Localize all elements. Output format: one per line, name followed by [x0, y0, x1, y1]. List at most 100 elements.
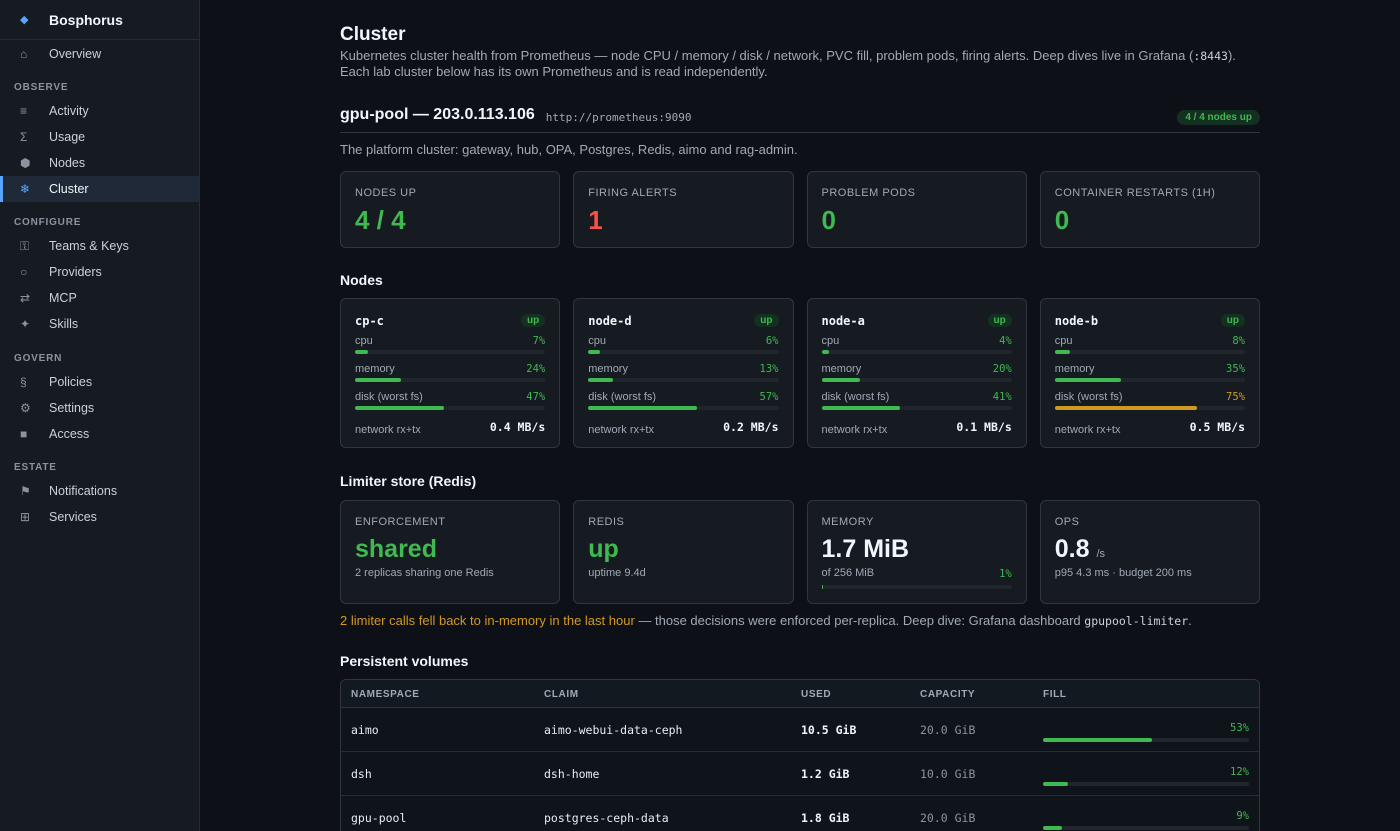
sidebar-item-services[interactable]: ⊞ Services — [0, 504, 199, 530]
limiter-card-redis: REDIS up uptime 9.4d — [573, 500, 794, 604]
metric-label: disk (worst fs) — [588, 391, 657, 403]
sidebar-item-cluster[interactable]: ❄ Cluster — [0, 176, 199, 202]
metric-value: 8% — [1232, 335, 1245, 347]
prometheus-url[interactable]: http://prometheus:9090 — [545, 111, 692, 124]
table-row[interactable]: aimo aimo-webui-data-ceph 10.5 GiB 20.0 … — [341, 708, 1259, 752]
sidebar-item-label: Settings — [49, 401, 95, 415]
node-name: cp-c — [355, 314, 384, 328]
metric-bar-fill — [588, 378, 613, 382]
metric-bar-fill — [1054, 378, 1122, 382]
fill-bar-fill — [1043, 782, 1068, 786]
sidebar-item-notifications[interactable]: ⚑ Notifications — [0, 478, 199, 504]
metric-bar-fill — [355, 406, 445, 410]
section-icon: § — [20, 375, 27, 389]
sidebar-item-label: Overview — [49, 47, 102, 61]
col-namespace[interactable]: NAMESPACE — [351, 689, 420, 700]
ops-value: 0.8 — [1054, 535, 1090, 563]
cell-namespace: gpu-pool — [351, 811, 407, 825]
stat-value: shared — [355, 535, 437, 563]
metric-disk: disk (worst fs) 47% — [355, 391, 546, 411]
nodes-row: cp-c up cpu 7% memory 24% disk (worst fs… — [340, 298, 1260, 448]
stat-card-container-restarts: CONTAINER RESTARTS (1H) 0 — [1039, 171, 1260, 248]
sidebar-item-label: Teams & Keys — [49, 239, 129, 253]
metric-value: 75% — [1226, 391, 1245, 403]
sidebar-item-label: Skills — [49, 317, 79, 331]
brand[interactable]: ◆ Bosphorus — [0, 0, 199, 40]
table-header: NAMESPACE CLAIM USED CAPACITY FILL — [341, 680, 1259, 708]
fallback-end: . — [1188, 613, 1192, 628]
col-claim[interactable]: CLAIM — [544, 689, 579, 700]
stat-value: 1 — [588, 205, 603, 235]
page-title: Cluster — [340, 24, 406, 45]
node-card[interactable]: node-a up cpu 4% memory 20% disk (worst … — [806, 298, 1027, 448]
limiter-card-memory: MEMORY 1.7 MiB of 256 MiB 1% — [806, 500, 1027, 604]
cell-used: 1.2 GiB — [801, 767, 850, 781]
key-icon: ⚿ — [20, 238, 30, 253]
node-status-badge: up — [754, 314, 779, 327]
sidebar-item-label: Notifications — [49, 484, 118, 498]
metric-value: 4% — [999, 335, 1012, 347]
metric-label: network rx+tx — [821, 424, 888, 436]
sidebar-item-access[interactable]: ■ Access — [0, 421, 199, 447]
limiter-card-ops: OPS 0.8 /s p95 4.3 ms · budget 200 ms — [1039, 500, 1260, 604]
node-card[interactable]: node-b up cpu 8% memory 35% disk (worst … — [1039, 298, 1260, 448]
metric-value: 13% — [759, 363, 779, 375]
stat-value: 4 / 4 — [355, 205, 406, 235]
sidebar-item-teams-keys[interactable]: ⚿ Teams & Keys — [0, 233, 199, 259]
stat-label: PROBLEM PODS — [821, 187, 916, 199]
col-fill[interactable]: FILL — [1043, 689, 1067, 700]
sidebar-item-activity[interactable]: ≡ Activity — [0, 98, 199, 124]
snowflake-icon: ❄ — [20, 182, 31, 196]
table-row[interactable]: gpu-pool postgres-ceph-data 1.8 GiB 20.0… — [341, 796, 1259, 831]
hexagon-icon: ⬢ — [20, 156, 31, 170]
metric-bar-fill — [1054, 350, 1070, 354]
sidebar-item-providers[interactable]: ○ Providers — [0, 259, 199, 285]
sigma-icon: Σ — [20, 130, 28, 144]
metric-bar — [1054, 350, 1245, 354]
sidebar-item-policies[interactable]: § Policies — [0, 369, 199, 395]
metric-disk: disk (worst fs) 41% — [821, 391, 1012, 411]
fallback-text: — those decisions were enforced per-repl… — [634, 613, 1085, 628]
metric-cpu: cpu 6% — [588, 335, 779, 355]
cell-fill-pct: 53% — [1230, 722, 1249, 734]
metric-value: 0.2 MB/s — [723, 420, 779, 434]
metric-bar-fill — [355, 350, 369, 354]
metric-bar-fill — [821, 406, 900, 410]
metric-value: 20% — [992, 363, 1012, 375]
metric-bar-fill — [821, 378, 860, 382]
cell-capacity: 20.0 GiB — [920, 811, 976, 825]
stat-sub: 2 replicas sharing one Redis — [355, 567, 494, 579]
grid-icon: ⊞ — [20, 510, 31, 524]
sidebar-item-overview[interactable]: ⌂ Overview — [0, 41, 199, 67]
memory-bar — [821, 585, 1012, 589]
cluster-name: gpu-pool — 203.0.113.106 — [340, 106, 535, 123]
metric-value: 35% — [1226, 363, 1245, 375]
nodes-section-title: Nodes — [340, 272, 383, 288]
sidebar-item-mcp[interactable]: ⇄ MCP — [0, 285, 199, 311]
sidebar-item-nodes[interactable]: ⬢ Nodes — [0, 150, 199, 176]
metric-network: network rx+tx 0.2 MB/s — [588, 420, 779, 436]
stat-label: ENFORCEMENT — [355, 516, 446, 528]
col-used[interactable]: USED — [801, 689, 832, 700]
sidebar-item-usage[interactable]: Σ Usage — [0, 124, 199, 150]
sidebar-item-label: Cluster — [49, 182, 89, 196]
sidebar-item-skills[interactable]: ✦ Skills — [0, 311, 199, 337]
metric-network: network rx+tx 0.4 MB/s — [355, 420, 545, 436]
fill-bar — [1043, 782, 1249, 786]
col-capacity[interactable]: CAPACITY — [920, 689, 976, 700]
stat-value: 0 — [821, 205, 836, 235]
metric-bar — [355, 378, 546, 382]
table-row[interactable]: dsh dsh-home 1.2 GiB 10.0 GiB 12% — [341, 752, 1259, 796]
sidebar-item-label: Nodes — [49, 156, 86, 170]
sidebar-item-settings[interactable]: ⚙ Settings — [0, 395, 199, 421]
memory-pct: 1% — [999, 568, 1012, 580]
metric-bar — [355, 406, 546, 410]
stat-card-firing-alerts[interactable]: FIRING ALERTS 1 — [573, 171, 794, 248]
grafana-dashboard-name[interactable]: gpupool-limiter — [1084, 614, 1189, 628]
nav-section-configure: CONFIGURE — [14, 217, 82, 228]
table-body: aimo aimo-webui-data-ceph 10.5 GiB 20.0 … — [341, 708, 1259, 831]
metric-label: memory — [588, 363, 628, 375]
pv-table: NAMESPACE CLAIM USED CAPACITY FILL aimo … — [340, 679, 1260, 831]
node-card[interactable]: cp-c up cpu 7% memory 24% disk (worst fs… — [340, 298, 561, 448]
node-card[interactable]: node-d up cpu 6% memory 13% disk (worst … — [573, 298, 794, 448]
